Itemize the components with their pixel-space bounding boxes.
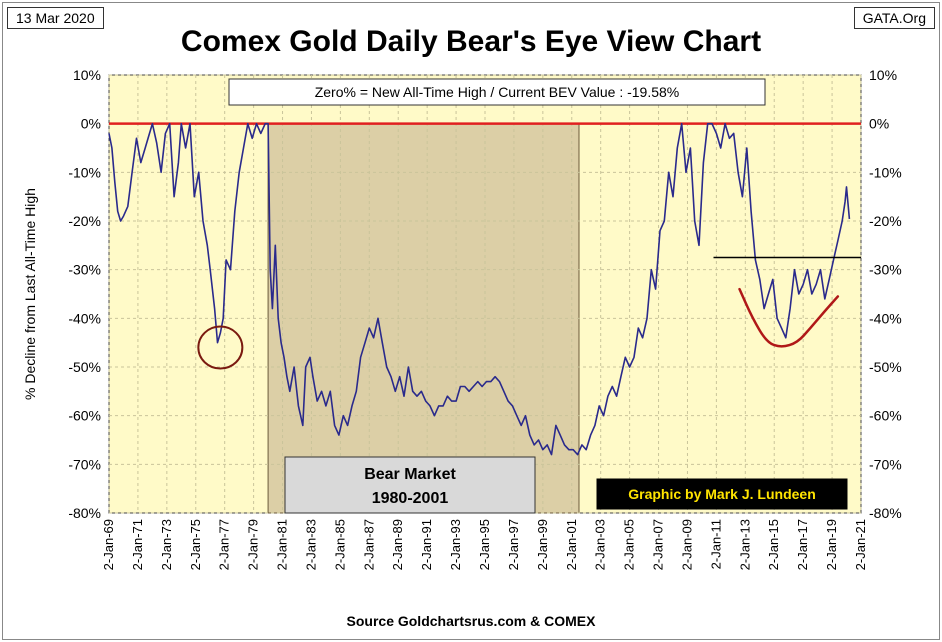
x-tick-label: 2-Jan-99 (535, 519, 550, 570)
x-tick-label: 2-Jan-93 (448, 519, 463, 570)
x-tick-label: 2-Jan-87 (361, 519, 376, 570)
y-tick-label-right: -40% (869, 310, 902, 326)
circle-annotation (197, 325, 244, 370)
x-tick-label: 2-Jan-01 (564, 519, 579, 570)
x-tick-label: 2-Jan-75 (188, 519, 203, 570)
x-tick-label: 2-Jan-05 (622, 519, 637, 570)
y-tick-label-right: -70% (869, 456, 902, 472)
y-tick-label-left: -50% (68, 359, 101, 375)
y-tick-label-left: 10% (73, 67, 101, 83)
x-tick-label: 2-Jan-81 (275, 519, 290, 570)
info-box-text: Zero% = New All-Time High / Current BEV … (315, 84, 680, 100)
y-tick-label-right: -10% (869, 164, 902, 180)
y-tick-label-left: -70% (68, 456, 101, 472)
y-tick-label-left: -80% (68, 505, 101, 521)
x-tick-label: 2-Jan-71 (130, 519, 145, 570)
x-tick-label: 2-Jan-13 (737, 519, 752, 570)
x-tick-label: 2-Jan-09 (679, 519, 694, 570)
y-tick-label-right: -20% (869, 213, 902, 229)
x-tick-label: 2-Jan-73 (159, 519, 174, 570)
y-axis-title: % Decline from Last All-Time High (22, 188, 38, 400)
x-tick-label: 2-Jan-89 (390, 519, 405, 570)
bowl-annotation-curve (738, 287, 840, 348)
credit-box (596, 478, 848, 510)
y-tick-label-right: -80% (869, 505, 902, 521)
x-tick-label: 2-Jan-95 (477, 519, 492, 570)
credit-text: Graphic by Mark J. Lundeen (628, 486, 816, 502)
y-tick-label-right: -50% (869, 359, 902, 375)
bear-market-years: 1980-2001 (372, 490, 449, 507)
x-tick-label: 2-Jan-83 (303, 519, 318, 570)
x-tick-label: 2-Jan-69 (101, 519, 116, 570)
source-label: GATA.Org (853, 7, 935, 29)
y-tick-label-right: 10% (869, 67, 897, 83)
y-tick-label-left: -20% (68, 213, 101, 229)
x-tick-label: 2-Jan-17 (795, 519, 810, 570)
x-tick-label: 2-Jan-19 (824, 519, 839, 570)
x-tick-label: 2-Jan-77 (217, 519, 232, 570)
x-tick-label: 2-Jan-11 (708, 519, 723, 569)
chart-svg: 10% 10% 0% 0% -10% -10% -20% -20% -30% -30% -40% -4… (22, 67, 902, 570)
footer-source: Source Goldchartsrus.com & COMEX (346, 613, 596, 629)
x-tick-label: 2-Jan-15 (766, 519, 781, 570)
x-tick-label: 2-Jan-03 (593, 519, 608, 570)
bear-market-label-box (284, 456, 536, 514)
y-tick-label-left: 0% (81, 116, 101, 132)
y-tick-label-left: -30% (68, 262, 101, 278)
x-tick-label: 2-Jan-97 (506, 519, 521, 570)
x-tick-label: 2-Jan-85 (332, 519, 347, 570)
x-tick-label: 2-Jan-07 (651, 519, 666, 570)
y-tick-label-right: -60% (869, 408, 902, 424)
date-label: 13 Mar 2020 (7, 7, 104, 29)
chart-title: Comex Gold Daily Bear's Eye View Chart (180, 25, 762, 58)
x-tick-label: 2-Jan-21 (853, 519, 868, 570)
y-tick-label-right: -30% (869, 262, 902, 278)
y-tick-label-left: -60% (68, 408, 101, 424)
info-box (228, 78, 766, 106)
y-tick-label-left: -10% (68, 164, 101, 180)
x-tick-label: 2-Jan-91 (419, 519, 434, 570)
x-tick-label: 2-Jan-79 (246, 519, 261, 570)
bear-market-label: Bear Market (364, 466, 456, 483)
y-tick-label-right: 0% (869, 116, 889, 132)
y-tick-label-left: -40% (68, 310, 101, 326)
bev-series-line (108, 122, 851, 456)
